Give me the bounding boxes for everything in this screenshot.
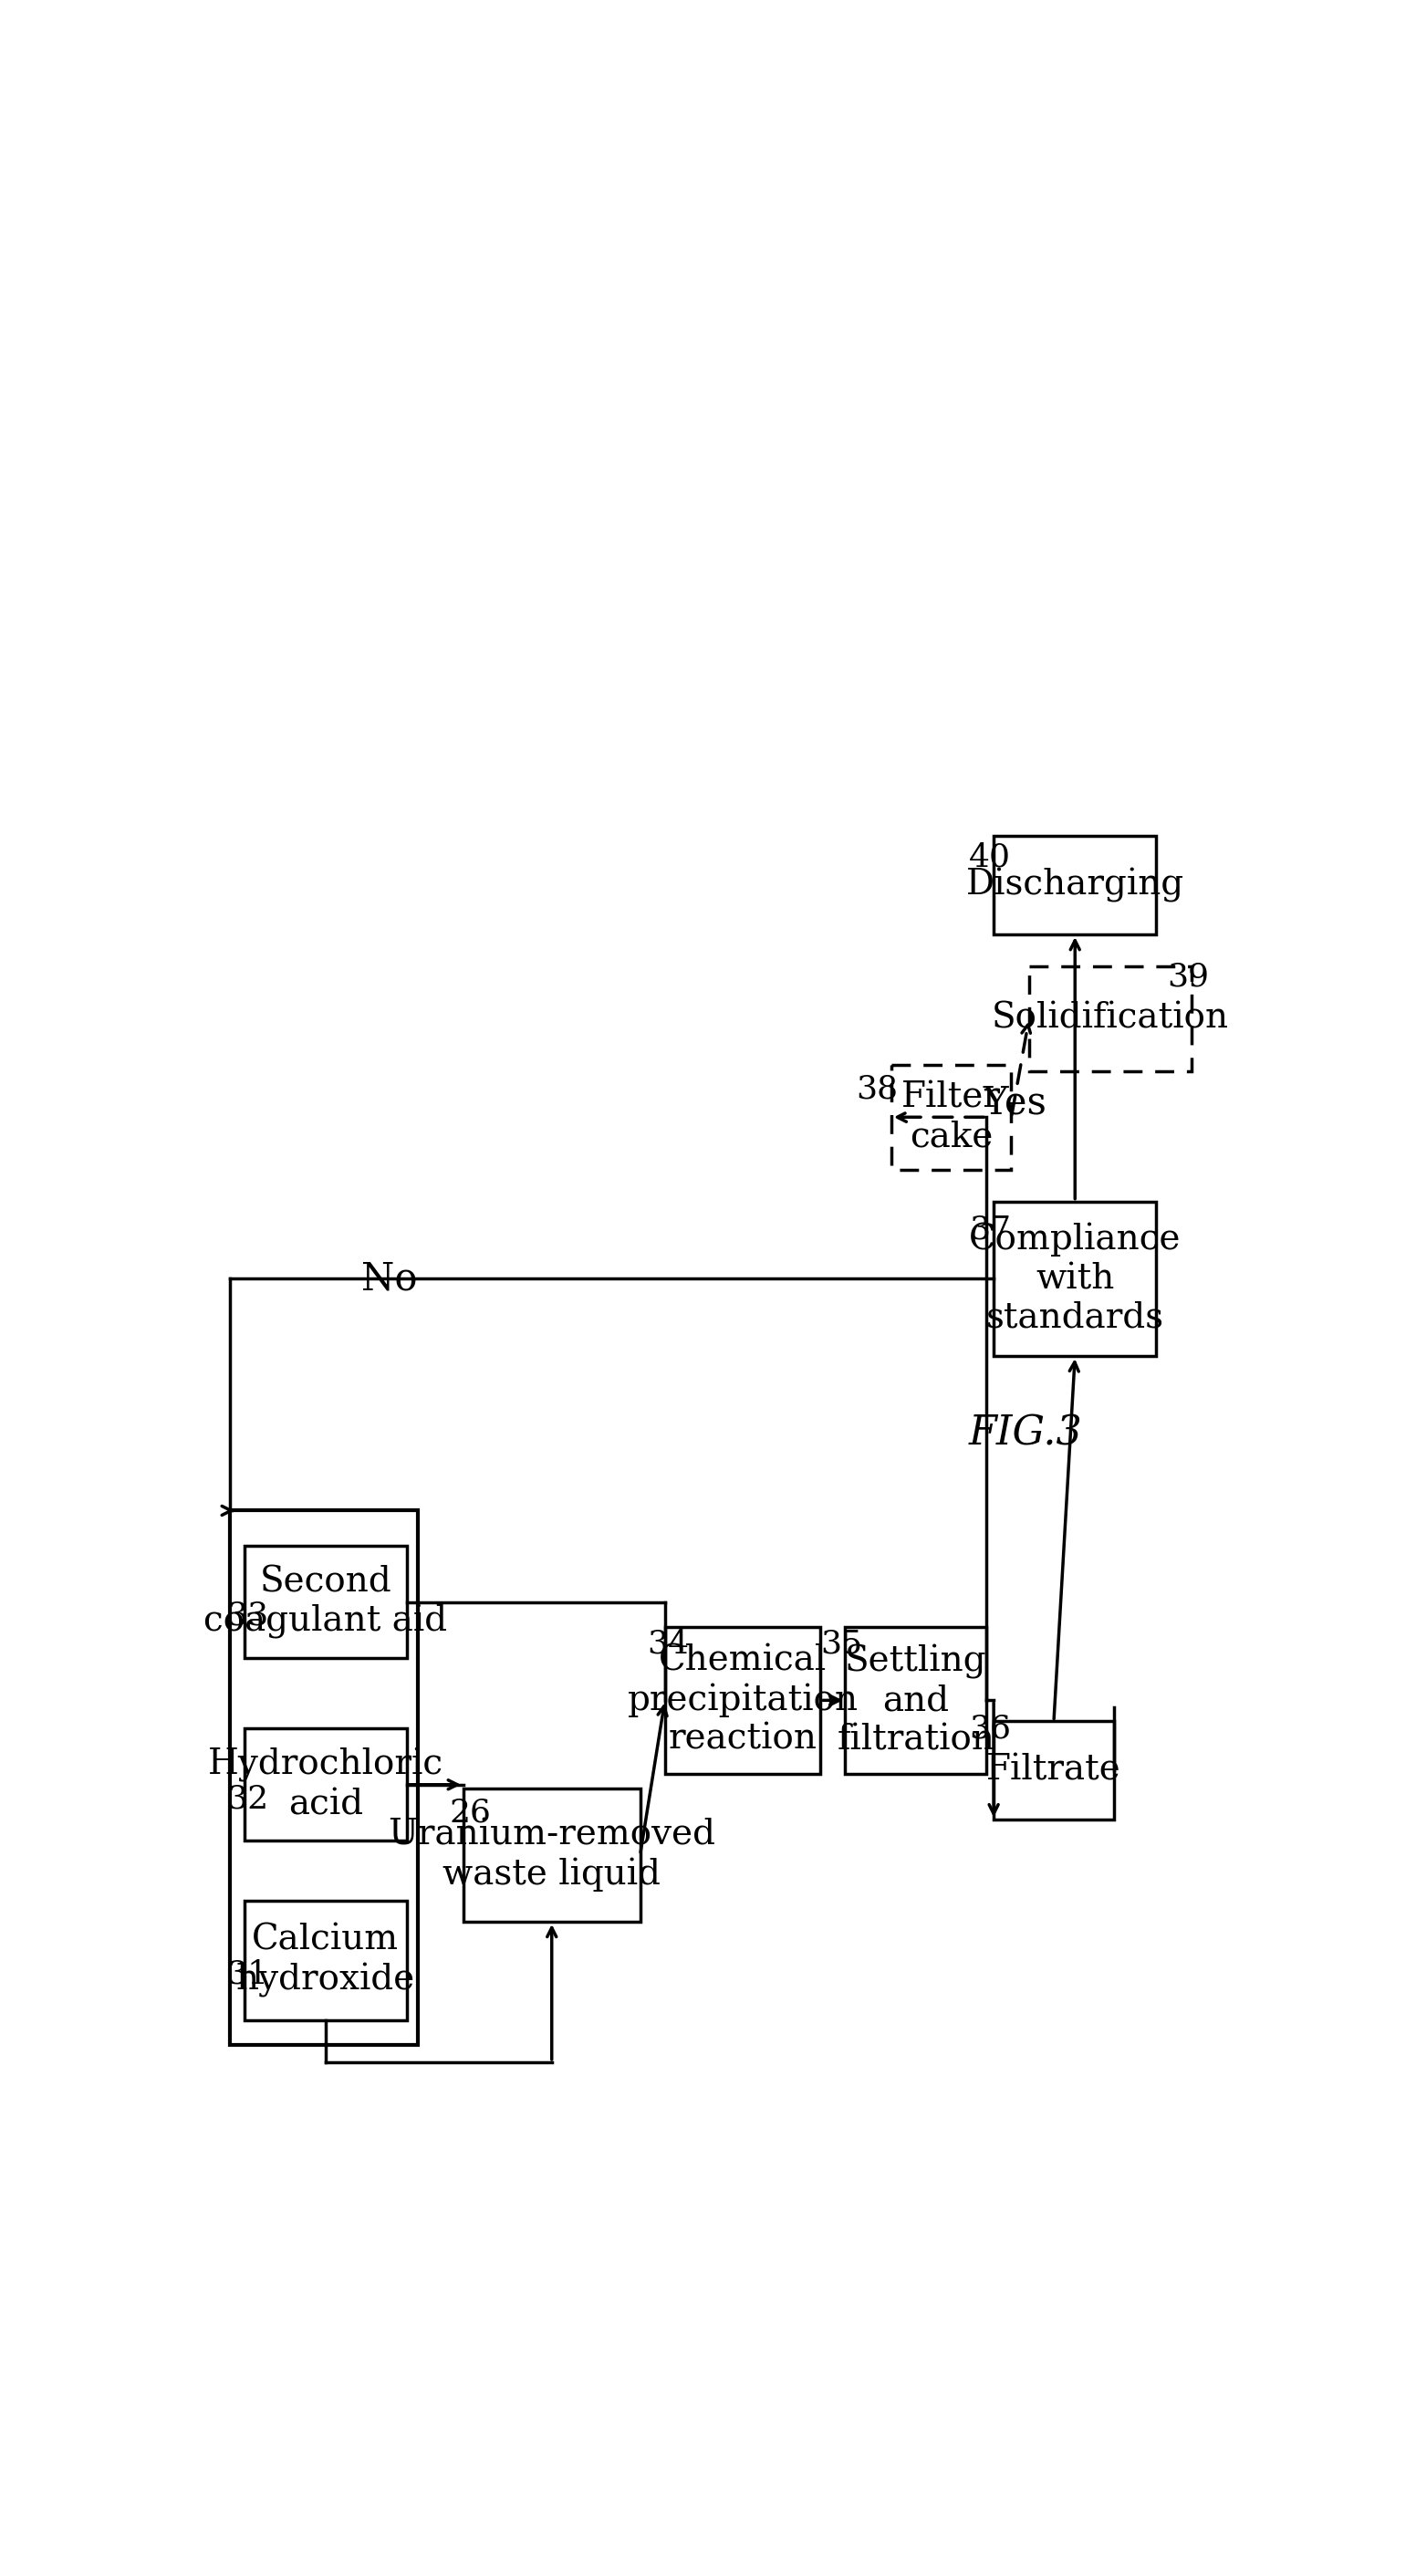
Text: Uranium-removed
waste liquid: Uranium-removed waste liquid bbox=[388, 1819, 715, 1891]
Text: 37: 37 bbox=[969, 1213, 1011, 1244]
Text: 33: 33 bbox=[227, 1600, 269, 1631]
Bar bbox=[891, 1064, 1011, 1170]
Text: Discharging: Discharging bbox=[966, 868, 1184, 902]
Text: 36: 36 bbox=[969, 1713, 1011, 1744]
Bar bbox=[666, 1625, 820, 1775]
Bar bbox=[244, 1546, 406, 1659]
Text: Filtrate: Filtrate bbox=[987, 1754, 1121, 1788]
Bar bbox=[994, 1200, 1157, 1355]
Bar bbox=[1029, 966, 1192, 1072]
Text: 39: 39 bbox=[1167, 961, 1209, 992]
Text: 32: 32 bbox=[227, 1783, 269, 1814]
Text: Chemical
precipitation
reaction: Chemical precipitation reaction bbox=[627, 1643, 858, 1757]
Bar bbox=[244, 1728, 406, 1842]
Bar bbox=[994, 1721, 1114, 1819]
Bar bbox=[244, 1901, 406, 2020]
Bar bbox=[463, 1788, 640, 1922]
Text: 38: 38 bbox=[857, 1074, 898, 1105]
Text: 31: 31 bbox=[227, 1958, 269, 1989]
Text: 35: 35 bbox=[820, 1628, 862, 1659]
Bar bbox=[994, 837, 1157, 935]
Text: FIG.3: FIG.3 bbox=[969, 1414, 1082, 1453]
Text: 34: 34 bbox=[647, 1628, 690, 1659]
Text: Filter
cake: Filter cake bbox=[902, 1082, 1001, 1154]
Bar bbox=[845, 1625, 987, 1775]
Text: Solidification: Solidification bbox=[991, 1002, 1229, 1036]
Bar bbox=[229, 1510, 418, 2045]
Text: Calcium
hydroxide: Calcium hydroxide bbox=[236, 1924, 415, 1996]
Text: Settling
and
filtration: Settling and filtration bbox=[837, 1643, 995, 1757]
Text: 40: 40 bbox=[969, 842, 1011, 873]
Text: No: No bbox=[361, 1260, 418, 1298]
Text: Second
coagulant aid: Second coagulant aid bbox=[204, 1566, 447, 1638]
Text: Yes: Yes bbox=[983, 1084, 1046, 1123]
Text: 26: 26 bbox=[449, 1798, 491, 1829]
Text: Compliance
with
standards: Compliance with standards bbox=[969, 1224, 1181, 1334]
Text: Hydrochloric
acid: Hydrochloric acid bbox=[208, 1747, 443, 1821]
